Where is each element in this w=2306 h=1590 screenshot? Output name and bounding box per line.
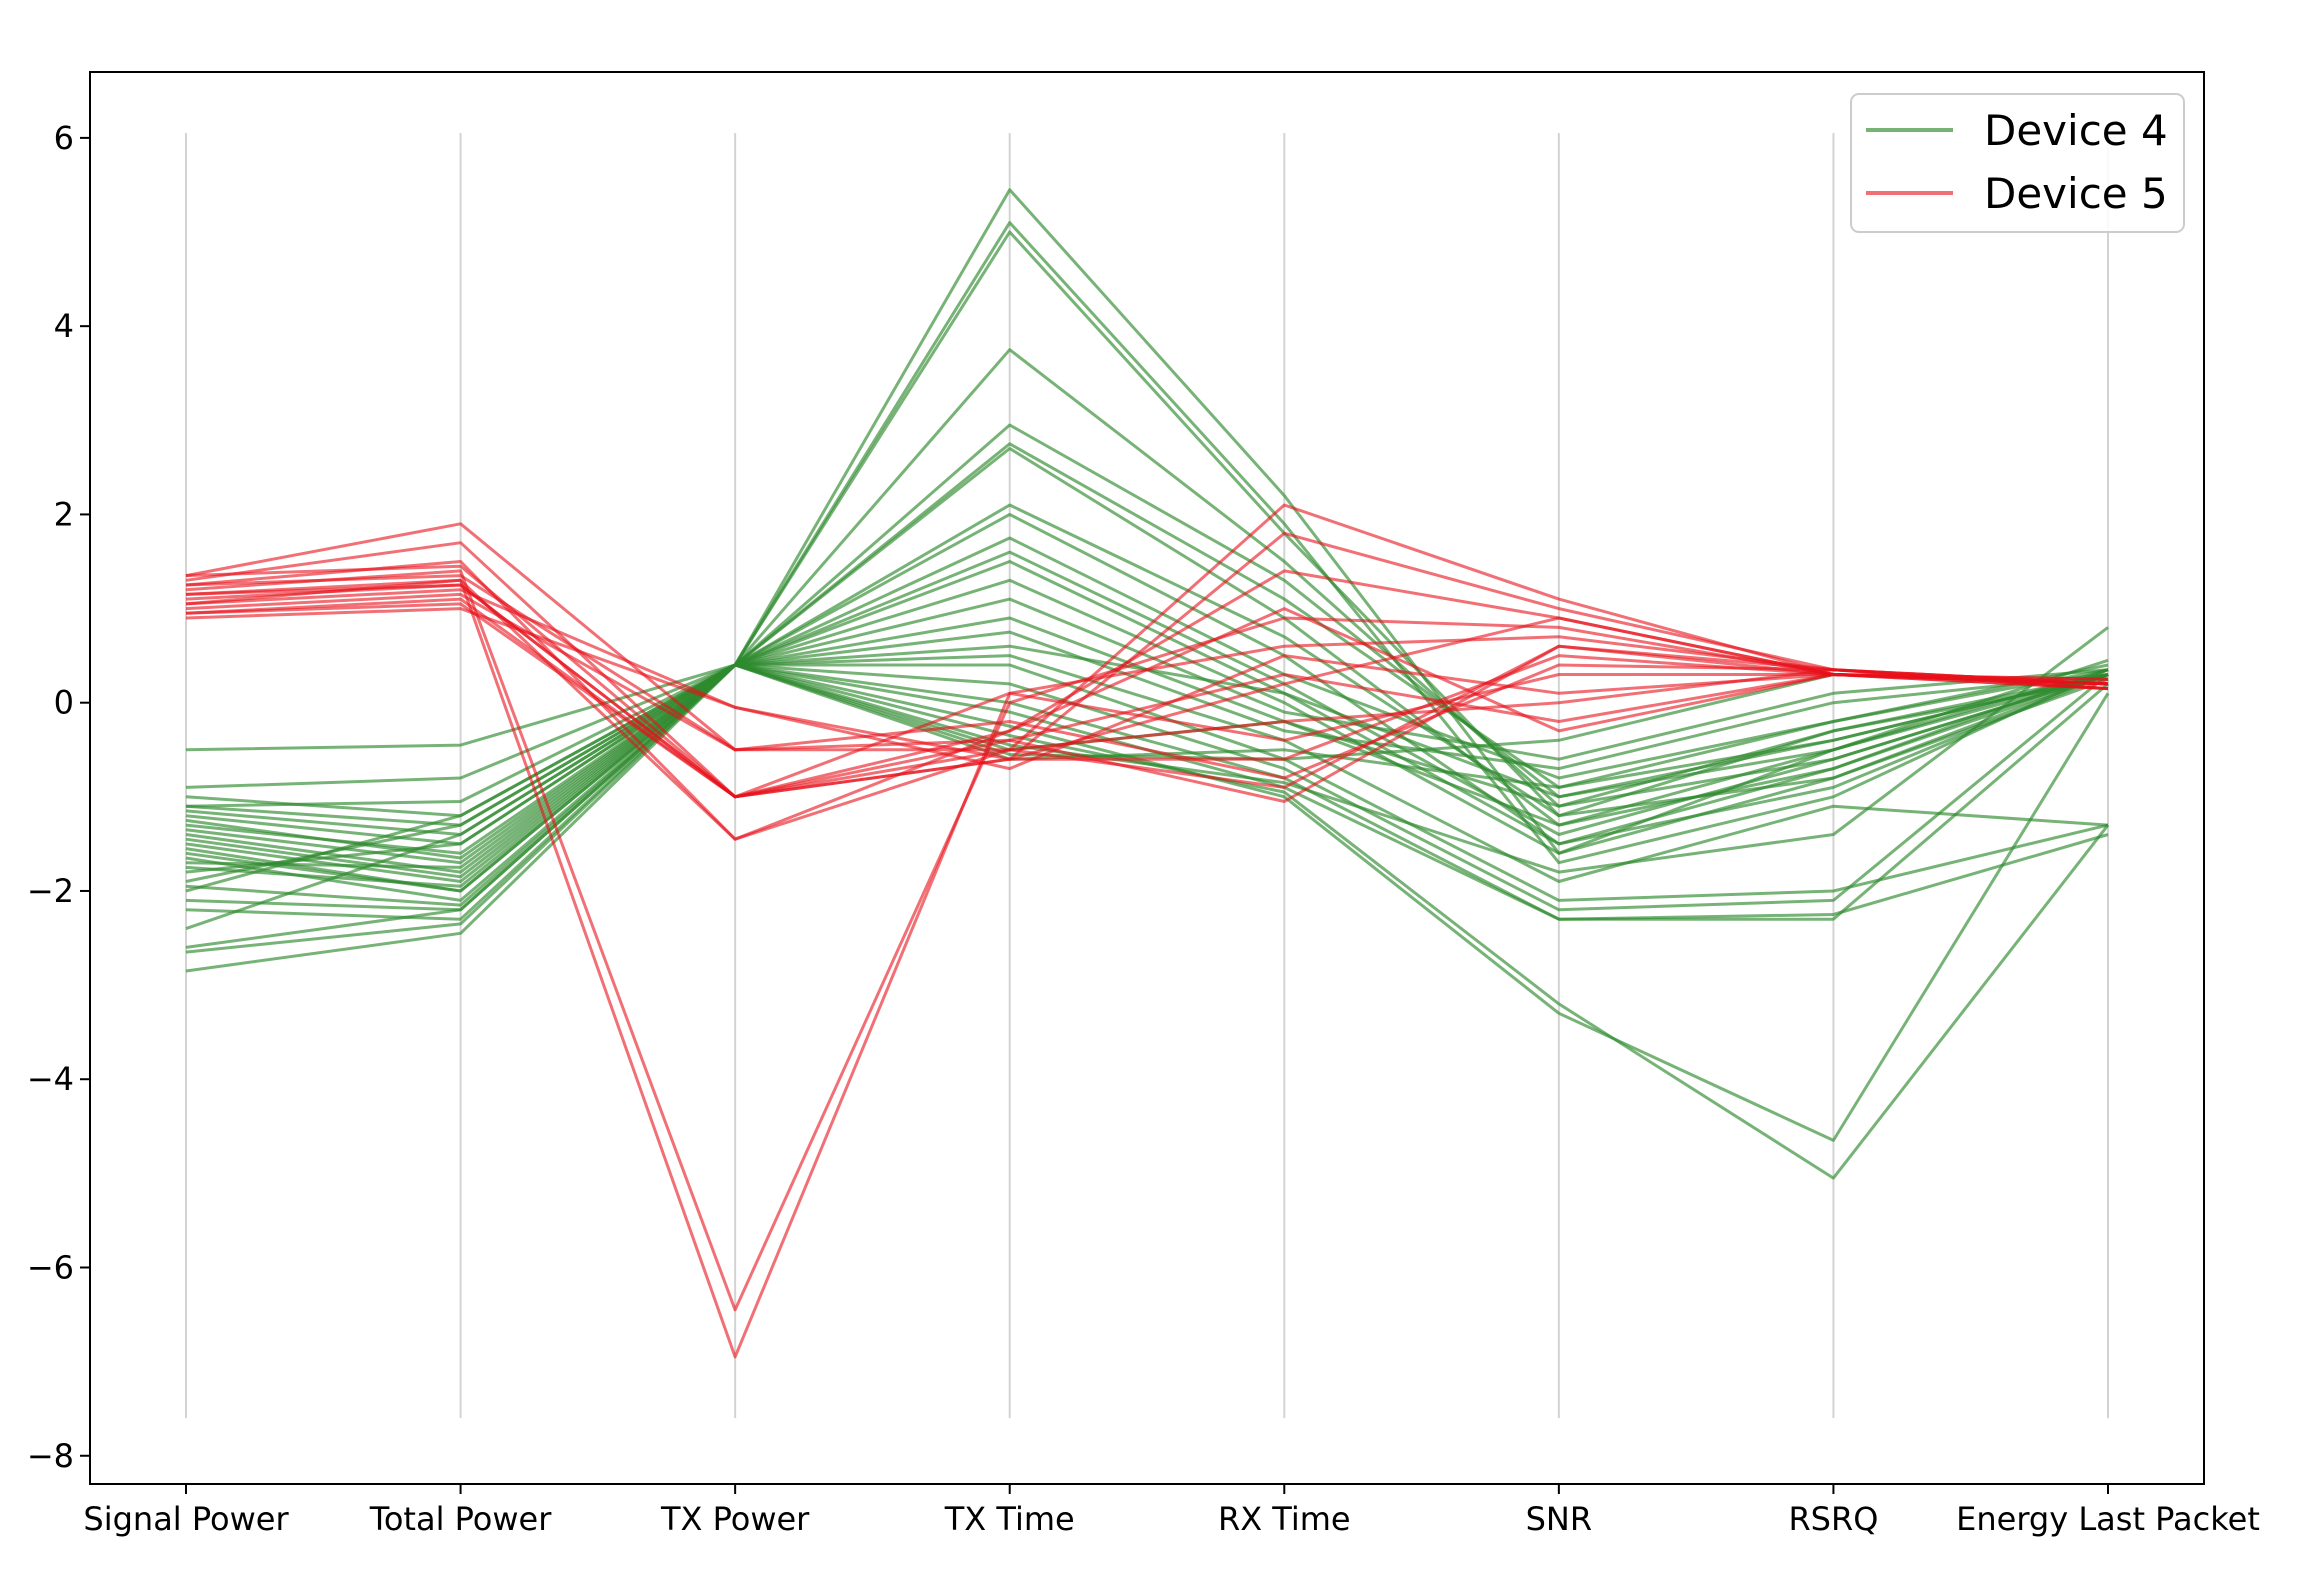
series-line-device-4-25 (185, 663, 2109, 860)
series-line-device-5-14 (185, 602, 2109, 799)
y-tick-label: 4 (54, 307, 74, 345)
x-axis-label-snr: SNR (1526, 1500, 1592, 1538)
plot-frame (89, 71, 2205, 1485)
series-line-device-5-0 (185, 503, 2109, 752)
series-line-device-4-18 (185, 663, 2109, 931)
series-line-device-4-8 (185, 512, 2109, 874)
y-axis-ticks: 6 4 2 0 −2 −4 −6 −8 (27, 119, 90, 1475)
series-line-device-4-9 (185, 536, 2109, 883)
y-tick-label: 6 (54, 119, 74, 157)
series-line-device-4-13 (185, 597, 2109, 874)
series-line-device-5-1 (185, 531, 2109, 799)
legend-label-device-5: Device 5 (1984, 169, 2168, 218)
series-line-device-5-12 (185, 583, 2109, 799)
x-axis-label-signal-power: Signal Power (83, 1500, 289, 1538)
y-tick-label: −8 (27, 1437, 74, 1475)
legend: Device 4 Device 5 (1850, 93, 2185, 233)
x-axis-label-tx-power: TX Power (660, 1500, 810, 1538)
vertical-axis-lines (185, 133, 2109, 1419)
series-line-device-4-6 (185, 447, 2109, 855)
series-line-device-4-7 (185, 503, 2109, 865)
y-tick-label: −4 (27, 1060, 74, 1098)
y-tick-label: 2 (54, 495, 74, 533)
x-axis-label-energy-last-packet: Energy Last Packet (1956, 1500, 2260, 1538)
series-line-device-4-1 (185, 221, 2109, 865)
x-axis-labels: Signal Power Total Power TX Power TX Time RX… (83, 1484, 2260, 1538)
y-tick-label: 0 (54, 684, 74, 722)
legend-label-device-4: Device 4 (1984, 106, 2168, 155)
series-line-device-4-12 (185, 578, 2109, 869)
series-lines (185, 188, 2110, 1359)
series-line-device-4-23 (185, 626, 2109, 893)
x-axis-label-rsrq: RSRQ (1788, 1500, 1878, 1538)
series-line-device-5-6 (185, 588, 2109, 761)
series-line-device-4-24 (185, 663, 2109, 808)
series-line-device-5-11 (185, 574, 2109, 752)
x-axis-label-total-power: Total Power (369, 1500, 553, 1538)
y-tick-label: −2 (27, 872, 74, 910)
series-line-device-4-21 (185, 663, 2110, 1142)
x-axis-label-rx-time: RX Time (1218, 1500, 1351, 1538)
series-line-device-4-15 (185, 630, 2109, 893)
x-axis-label-tx-time: TX Time (944, 1500, 1075, 1538)
y-tick-label: −6 (27, 1248, 74, 1286)
series-line-device-4-19 (185, 663, 2109, 949)
